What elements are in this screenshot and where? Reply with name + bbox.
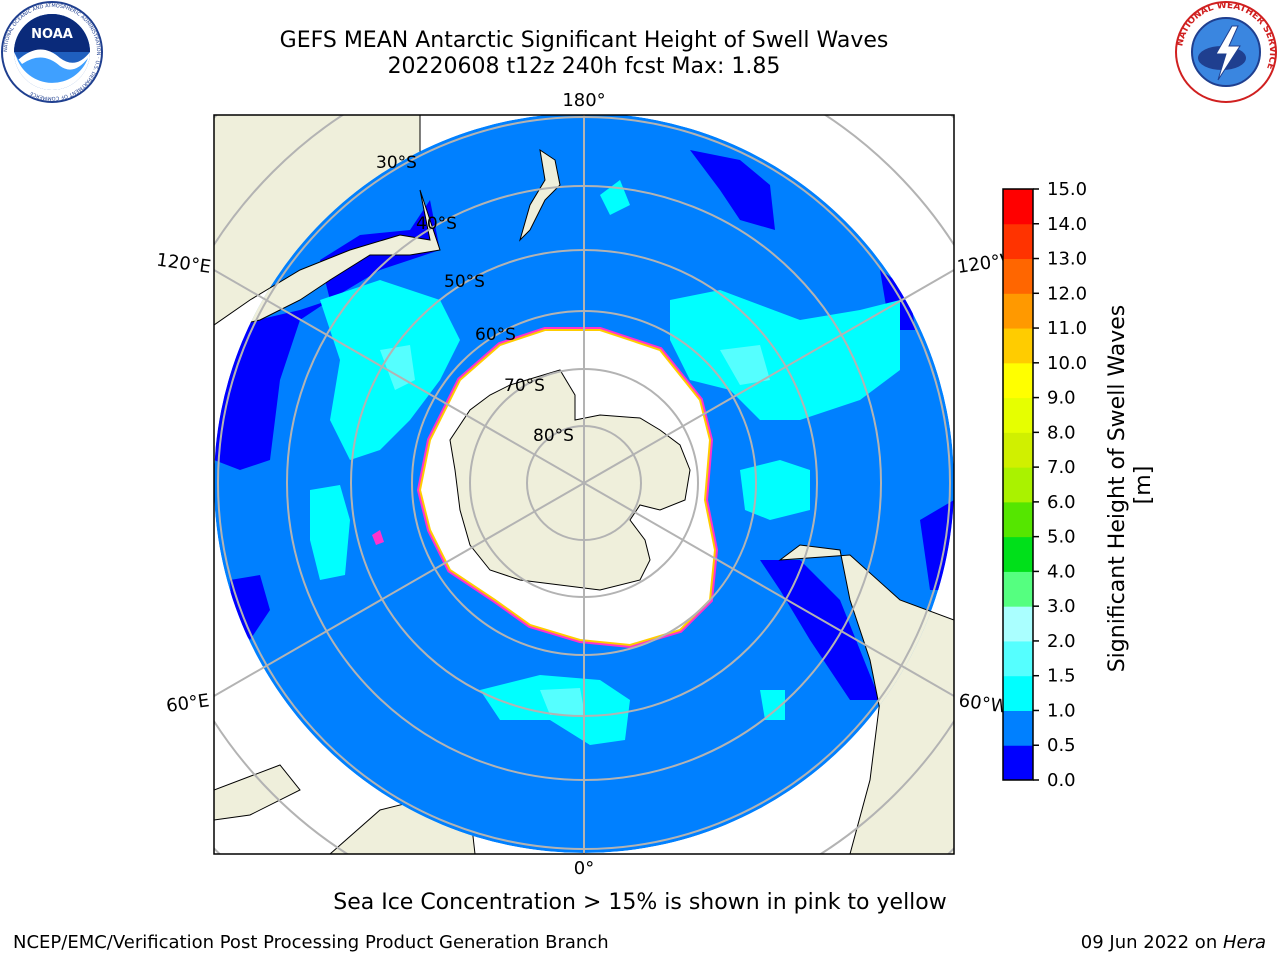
nws-logo-icon: NATIONAL WEATHER SERVICE: [1175, 1, 1277, 103]
sea-ice-caption: Sea Ice Concentration > 15% is shown in …: [333, 890, 947, 915]
lon-label-60w: 60°W: [957, 690, 1009, 718]
lon-label-120e: 120°E: [155, 250, 212, 278]
footer-credit: NCEP/EMC/Verification Post Processing Pr…: [13, 932, 609, 953]
chart-subtitle: 20220608 t12z 240h fcst Max: 1.85: [387, 54, 781, 79]
lat-label-30s: 30°S: [376, 153, 417, 173]
antarctica-land: [449, 369, 691, 591]
lon-label-120w: 120°W: [956, 249, 1020, 278]
lat-label-50s: 50°S: [444, 272, 485, 292]
lon-label-60e: 60°E: [165, 690, 211, 717]
lat-label-80s: 80°S: [533, 426, 574, 446]
lat-label-70s: 70°S: [504, 376, 545, 396]
noaa-logo-text: NOAA: [31, 27, 73, 42]
footer-host: Hera: [1222, 932, 1266, 953]
footer-date-text: 09 Jun 2022 on: [1080, 932, 1223, 953]
lat-label-40s: 40°S: [416, 214, 457, 234]
map-graticule: [214, 115, 954, 854]
chart-title: GEFS MEAN Antarctic Significant Height o…: [279, 28, 889, 53]
lat-label-60s: 60°S: [475, 325, 516, 345]
swell-lowest-regions: [214, 150, 954, 700]
lon-label-180: 180°: [562, 90, 605, 111]
lon-label-0: 0°: [574, 858, 594, 879]
footer-date: 09 Jun 2022 on Hera: [1081, 932, 1266, 953]
swell-high-regions: [380, 345, 770, 715]
map-frame: [213, 114, 955, 855]
noaa-logo-icon: NOAA NATIONAL OCEANIC AND ATMOSPHERIC AD…: [1, 1, 103, 103]
